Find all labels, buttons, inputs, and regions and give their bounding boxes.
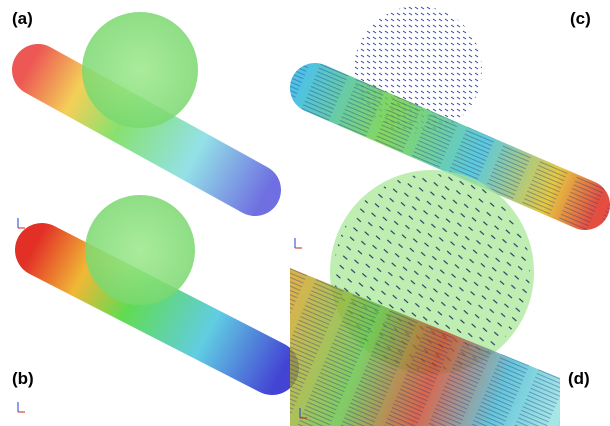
panel-label: (c) [570, 9, 591, 28]
sphere [85, 195, 195, 305]
panel-label: (d) [568, 369, 590, 388]
axis-icon [18, 218, 25, 228]
axis-icon [295, 238, 302, 248]
figure: (a) (b) (c) (d) [0, 0, 610, 426]
axis-icon [18, 402, 25, 412]
panel-b: (b) [12, 195, 272, 412]
sphere [82, 12, 198, 128]
panel-a: (a) [12, 9, 255, 228]
panel-label: (b) [12, 369, 34, 388]
panel-label: (a) [12, 9, 33, 28]
